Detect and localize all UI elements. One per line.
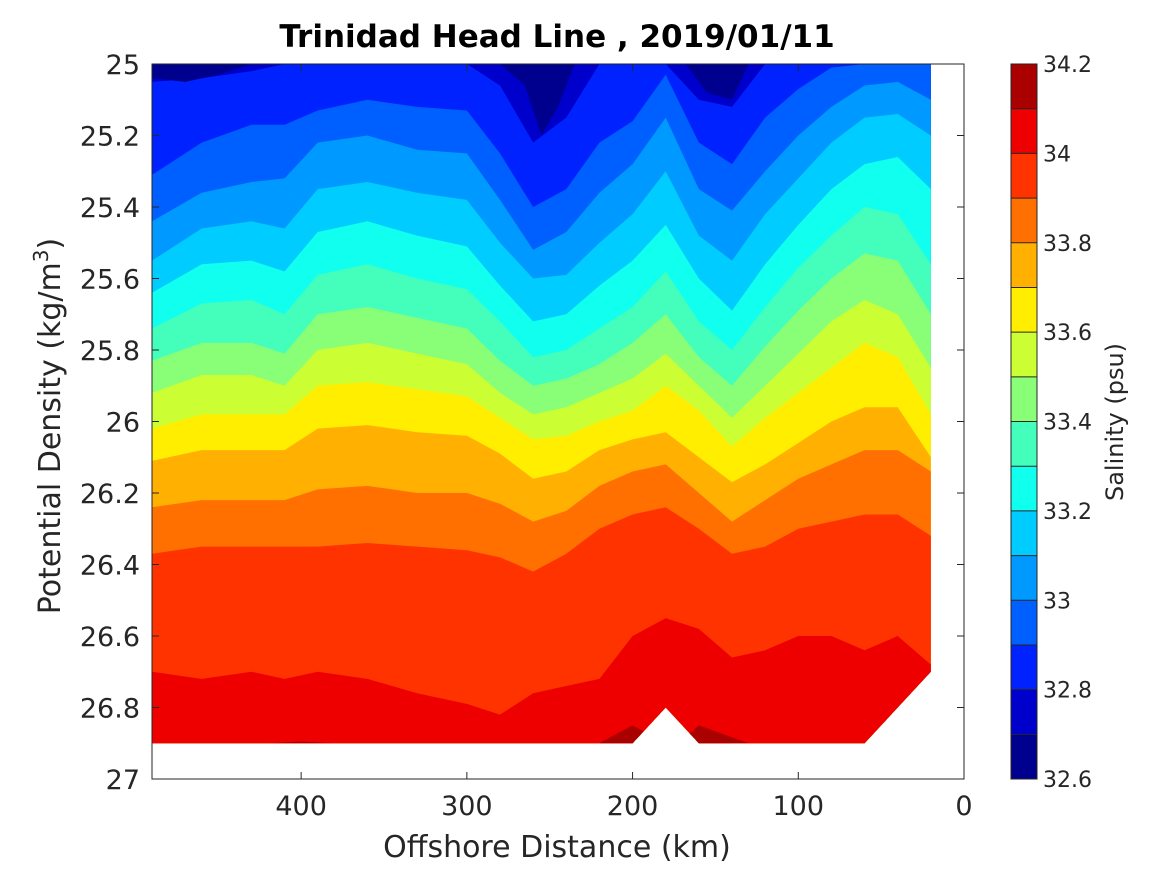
colorbar-tick-label-7: 34: [1043, 142, 1071, 167]
x-tick-label-200: 200: [607, 791, 659, 822]
y-axis-label-main: Potential Density (kg/m: [33, 262, 68, 614]
y-tick-label-26.2: 26.2: [80, 479, 140, 510]
salinity-band-34.0: [152, 618, 931, 744]
y-tick-label-25.2: 25.2: [80, 122, 140, 153]
x-tick-label-0: 0: [955, 791, 972, 822]
colorbar-swatch-12: [1011, 198, 1037, 243]
contour-fills: [152, 64, 931, 744]
colorbar-tick-label-4: 33.4: [1043, 411, 1092, 436]
x-tick-label-300: 300: [441, 791, 493, 822]
low-salinity-patch-1: [500, 64, 575, 136]
colorbar-swatch-7: [1011, 421, 1037, 467]
y-tick-label-26.4: 26.4: [80, 551, 140, 582]
y-axis-label-superscript: 3: [29, 249, 53, 262]
colorbar-swatch-11: [1011, 242, 1037, 288]
colorbar-swatch-1: [1011, 689, 1037, 735]
x-axis-label: Offshore Distance (km): [383, 830, 731, 865]
y-tick-label-25.6: 25.6: [80, 265, 140, 296]
colorbar-tick-label-0: 32.6: [1043, 768, 1092, 793]
colorbar-tick-label-5: 33.6: [1043, 321, 1092, 346]
colorbar-tick-label-6: 33.8: [1043, 232, 1092, 257]
colorbar-swatch-10: [1011, 287, 1037, 333]
x-tick-label-100: 100: [773, 791, 825, 822]
colorbar-tick-label-2: 33: [1043, 589, 1071, 614]
y-axis-label-close: ): [33, 238, 68, 250]
colorbar-swatch-13: [1011, 153, 1037, 199]
y-tick-label-25.4: 25.4: [80, 193, 140, 224]
colorbar-tick-label-3: 33.2: [1043, 500, 1092, 525]
colorbar-frame: [1010, 63, 1038, 780]
high-salinity-patch-2: [268, 741, 335, 744]
low-salinity-patch-0: [152, 64, 252, 82]
colorbar-swatch-2: [1011, 644, 1037, 690]
high-salinity-patch-1: [678, 725, 749, 744]
y-tick-label-25.8: 25.8: [80, 336, 140, 367]
colorbar-swatch-4: [1011, 555, 1037, 601]
colorbar-swatch-9: [1011, 332, 1037, 377]
colorbar-swatch-8: [1011, 376, 1037, 422]
y-tick-label-25: 25: [106, 50, 140, 81]
axes: 400 300 200 100 0 25 25.2 25.4 25.6 25.8 26 26.2 26.…: [80, 50, 973, 822]
colorbar: 32.6 32.8 33 33.2 33.4 33.6 33.8 34 34.2: [1010, 53, 1092, 793]
y-tick-label-26.6: 26.6: [80, 622, 140, 653]
y-axis-label: Potential Density (kg/m3): [29, 238, 68, 614]
colorbar-swatch-0: [1011, 734, 1037, 779]
x-tick-label-400: 400: [275, 791, 327, 822]
y-tick-label-27: 27: [106, 765, 140, 796]
y-tick-label-26.8: 26.8: [80, 694, 140, 725]
y-tick-label-26: 26: [106, 408, 140, 439]
colorbar-swatch-14: [1011, 108, 1037, 154]
colorbar-swatch-3: [1011, 600, 1037, 645]
low-salinity-patch-2: [685, 64, 749, 100]
colorbar-label: Salinity (psu): [1101, 343, 1129, 501]
colorbar-swatch-6: [1011, 466, 1037, 511]
chart-title: Trinidad Head Line , 2019/01/11: [279, 19, 834, 55]
colorbar-swatch-15: [1011, 64, 1037, 109]
colorbar-tick-label-1: 32.8: [1043, 679, 1092, 704]
colorbar-tick-label-8: 34.2: [1043, 53, 1092, 78]
plot-area: [152, 64, 931, 744]
colorbar-swatch-5: [1011, 510, 1037, 556]
